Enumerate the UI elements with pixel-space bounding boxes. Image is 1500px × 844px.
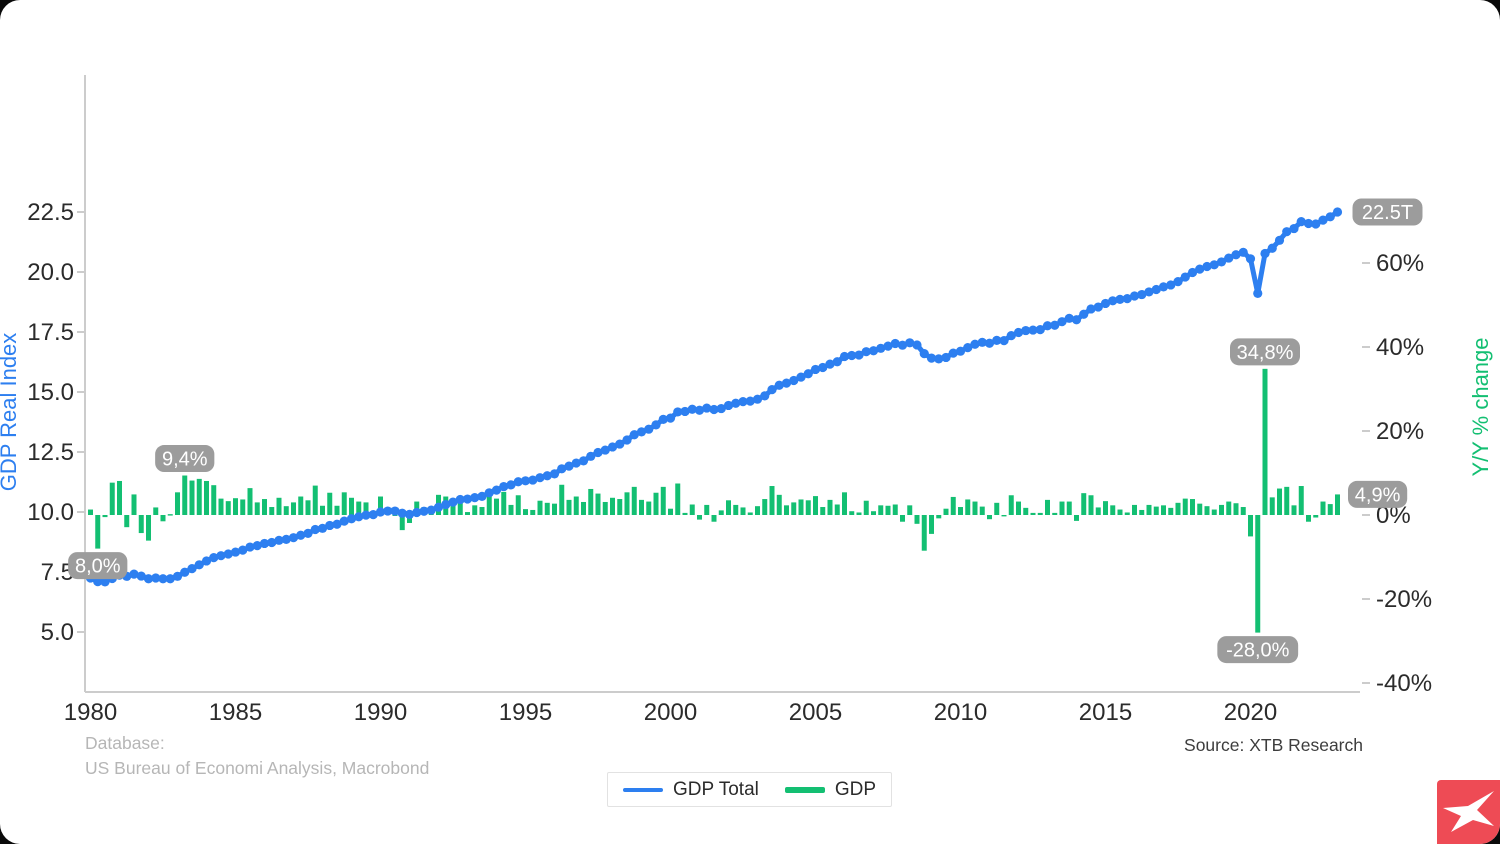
annotation-badge: 34,8%	[1237, 342, 1294, 364]
annotation-badge: 9,4%	[162, 449, 208, 471]
left-axis-tick: 20.0	[27, 259, 74, 286]
legend-label-gdp: GDP	[834, 778, 877, 800]
left-axis-tick: 17.5	[27, 319, 74, 346]
left-axis-tick: 15.0	[27, 379, 74, 406]
gdp-total-line-swatch	[622, 787, 663, 792]
x-axis-tick: 2005	[789, 699, 842, 726]
chart-legend: GDP Total GDP	[607, 772, 892, 807]
x-axis-tick: 1995	[499, 699, 552, 726]
legend-label-gdp-total: GDP Total	[672, 778, 759, 800]
right-axis-tick: 40%	[1376, 334, 1424, 361]
x-axis-tick: 2010	[934, 699, 987, 726]
x-axis-tick: 1980	[64, 699, 117, 726]
xtb-logo-icon	[1443, 791, 1494, 832]
left-axis-title: GDP Real Index	[0, 333, 21, 492]
x-axis-tick: 2015	[1079, 699, 1132, 726]
left-axis-tick: 10.0	[27, 499, 74, 526]
x-axis-tick: 2020	[1224, 699, 1277, 726]
legend-item-gdp: GDP	[784, 778, 877, 801]
annotation-badge: -28,0%	[1226, 640, 1290, 662]
legend-item-gdp-total: GDP Total	[622, 778, 759, 801]
axes: 22.520.017.515.012.510.07.55.060%40%20%0…	[27, 75, 1432, 726]
left-axis-tick: 22.5	[27, 199, 74, 226]
database-label: Database:	[85, 733, 165, 753]
right-axis-tick: -20%	[1376, 586, 1432, 613]
right-axis-tick: 60%	[1376, 250, 1424, 277]
right-axis-title: Y/Y % change	[1468, 337, 1493, 476]
right-axis-tick: 20%	[1376, 418, 1424, 445]
annotation-badge: 8,0%	[75, 556, 121, 578]
source-note: Source: XTB Research	[1184, 735, 1363, 755]
x-axis-tick: 1985	[209, 699, 262, 726]
annotation-badge: 22.5T	[1362, 202, 1413, 224]
gdp-bar-swatch	[784, 786, 825, 793]
xtb-logo	[1437, 780, 1500, 844]
left-axis-tick: 5.0	[41, 619, 74, 646]
gdp-total-line	[85, 207, 1343, 587]
database-value: US Bureau of Economi Analysis, Macrobond	[85, 758, 430, 778]
left-axis-tick: 12.5	[27, 439, 74, 466]
x-axis-tick: 1990	[354, 699, 407, 726]
annotations: 8,0% 9,4% -28,0% 34,8% 4,9% 22.5T	[68, 198, 1423, 664]
annotation-badge: 4,9%	[1355, 484, 1401, 506]
database-note: Database: US Bureau of Economi Analysis,…	[85, 731, 429, 781]
right-axis-tick: -40%	[1376, 670, 1432, 697]
x-axis-tick: 2000	[644, 699, 697, 726]
